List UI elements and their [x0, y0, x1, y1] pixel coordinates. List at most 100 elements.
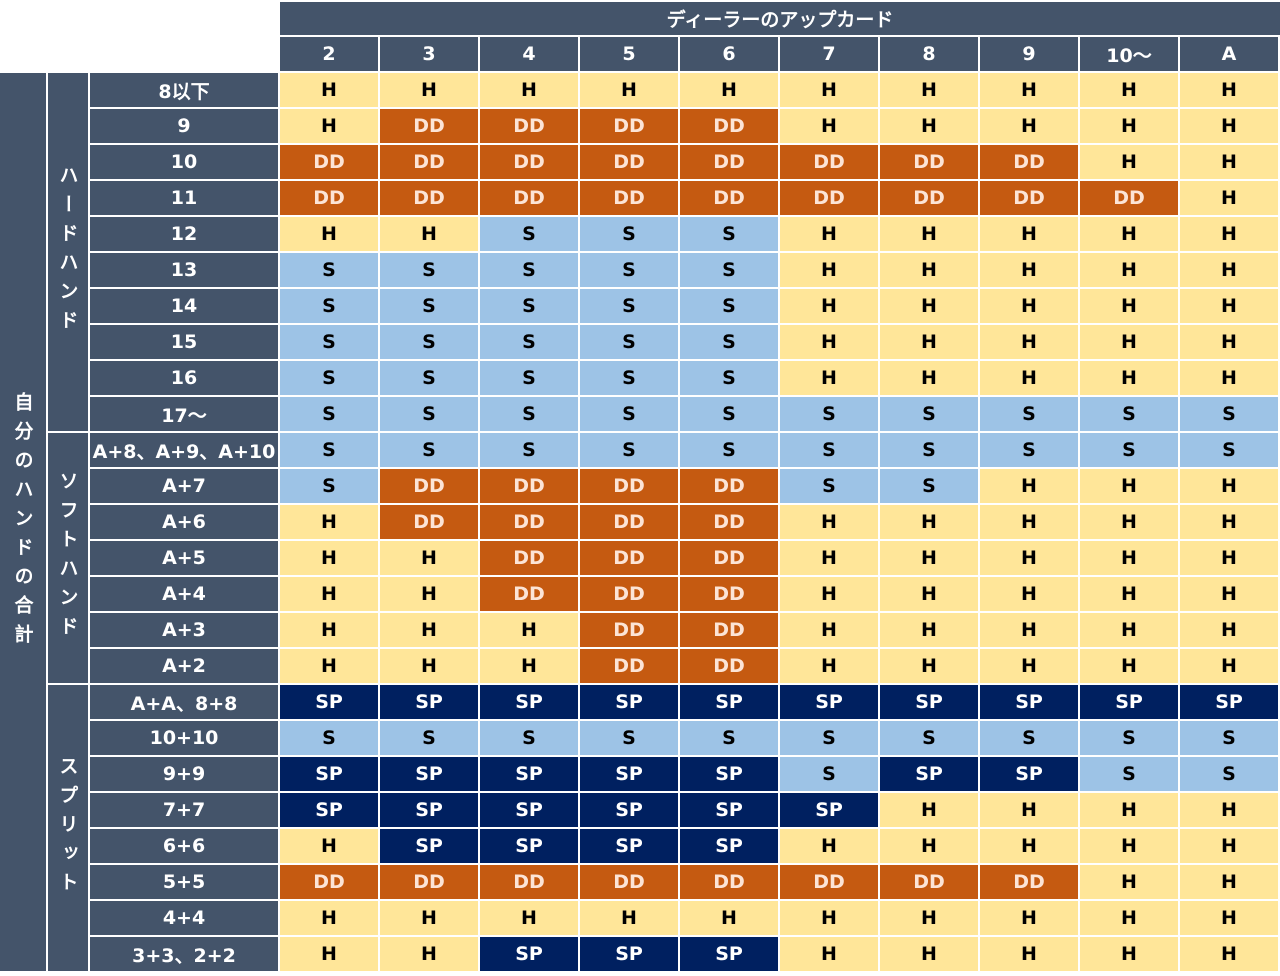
action-cell-sp: SP [1180, 685, 1278, 719]
action-cell-s: S [880, 721, 978, 755]
action-cell-s: S [880, 469, 978, 503]
action-cell-h: H [1180, 325, 1278, 359]
dealer-upcard-header: ディーラーのアップカード [280, 2, 1280, 35]
action-cell-s: S [880, 433, 978, 467]
column-header: A [1180, 37, 1278, 71]
action-cell-h: H [880, 793, 978, 827]
column-header: 5 [580, 37, 678, 71]
action-cell-s: S [580, 325, 678, 359]
action-cell-h: H [780, 325, 878, 359]
action-cell-dd: DD [580, 613, 678, 647]
action-cell-h: H [880, 901, 978, 935]
row-label: A+3 [90, 613, 278, 647]
action-cell-h: H [280, 829, 378, 863]
column-header: 4 [480, 37, 578, 71]
action-cell-dd: DD [380, 469, 478, 503]
action-cell-h: H [1080, 613, 1178, 647]
action-cell-s: S [680, 325, 778, 359]
row-label: A+8、A+9、A+10 [90, 433, 278, 467]
action-cell-s: S [580, 253, 678, 287]
action-cell-dd: DD [480, 469, 578, 503]
action-cell-h: H [980, 289, 1078, 323]
row-label: 10+10 [90, 721, 278, 755]
action-cell-h: H [380, 217, 478, 251]
action-cell-h: H [1180, 469, 1278, 503]
action-cell-h: H [1180, 145, 1278, 179]
group-label: ソフトハンド [48, 433, 88, 683]
action-cell-dd: DD [380, 181, 478, 215]
row-label: 9+9 [90, 757, 278, 791]
action-cell-dd: DD [580, 541, 678, 575]
action-cell-h: H [1080, 289, 1178, 323]
action-cell-sp: SP [480, 793, 578, 827]
action-cell-dd: DD [980, 865, 1078, 899]
action-cell-s: S [680, 721, 778, 755]
action-cell-dd: DD [680, 145, 778, 179]
action-cell-h: H [380, 649, 478, 683]
action-cell-s: S [480, 721, 578, 755]
action-cell-h: H [780, 361, 878, 395]
action-cell-h: H [880, 937, 978, 971]
action-cell-dd: DD [680, 577, 778, 611]
action-cell-sp: SP [880, 757, 978, 791]
action-cell-s: S [680, 433, 778, 467]
row-label: 13 [90, 253, 278, 287]
action-cell-s: S [280, 325, 378, 359]
action-cell-s: S [1180, 757, 1278, 791]
action-cell-sp: SP [380, 793, 478, 827]
action-cell-h: H [580, 901, 678, 935]
action-cell-h: H [780, 829, 878, 863]
action-cell-dd: DD [480, 577, 578, 611]
action-cell-s: S [280, 397, 378, 431]
action-cell-s: S [1180, 397, 1278, 431]
action-cell-h: H [880, 613, 978, 647]
action-cell-dd: DD [380, 109, 478, 143]
action-cell-sp: SP [480, 685, 578, 719]
row-label: 7+7 [90, 793, 278, 827]
action-cell-h: H [780, 253, 878, 287]
action-cell-h: H [980, 73, 1078, 107]
action-cell-sp: SP [980, 757, 1078, 791]
action-cell-h: H [980, 793, 1078, 827]
action-cell-s: S [380, 253, 478, 287]
action-cell-sp: SP [680, 757, 778, 791]
action-cell-dd: DD [580, 577, 678, 611]
action-cell-h: H [1180, 829, 1278, 863]
action-cell-dd: DD [780, 181, 878, 215]
action-cell-h: H [1080, 325, 1178, 359]
action-cell-s: S [480, 217, 578, 251]
action-cell-dd: DD [680, 865, 778, 899]
action-cell-s: S [780, 757, 878, 791]
column-header: 7 [780, 37, 878, 71]
row-label: A+6 [90, 505, 278, 539]
action-cell-h: H [880, 325, 978, 359]
row-label: 5+5 [90, 865, 278, 899]
action-cell-dd: DD [280, 145, 378, 179]
action-cell-h: H [380, 937, 478, 971]
action-cell-sp: SP [680, 793, 778, 827]
action-cell-s: S [380, 397, 478, 431]
action-cell-h: H [980, 901, 1078, 935]
action-cell-h: H [1080, 793, 1178, 827]
action-cell-s: S [1080, 757, 1178, 791]
action-cell-h: H [280, 109, 378, 143]
action-cell-dd: DD [780, 145, 878, 179]
action-cell-h: H [1180, 865, 1278, 899]
action-cell-h: H [480, 901, 578, 935]
column-header: 2 [280, 37, 378, 71]
action-cell-h: H [980, 613, 1078, 647]
action-cell-s: S [980, 433, 1078, 467]
action-cell-s: S [480, 361, 578, 395]
action-cell-h: H [1180, 649, 1278, 683]
action-cell-sp: SP [280, 793, 378, 827]
action-cell-sp: SP [480, 829, 578, 863]
row-label: 14 [90, 289, 278, 323]
action-cell-s: S [680, 253, 778, 287]
row-label: 10 [90, 145, 278, 179]
action-cell-sp: SP [580, 937, 678, 971]
action-cell-dd: DD [480, 541, 578, 575]
action-cell-h: H [880, 829, 978, 863]
action-cell-h: H [780, 901, 878, 935]
action-cell-h: H [1080, 109, 1178, 143]
action-cell-s: S [580, 217, 678, 251]
